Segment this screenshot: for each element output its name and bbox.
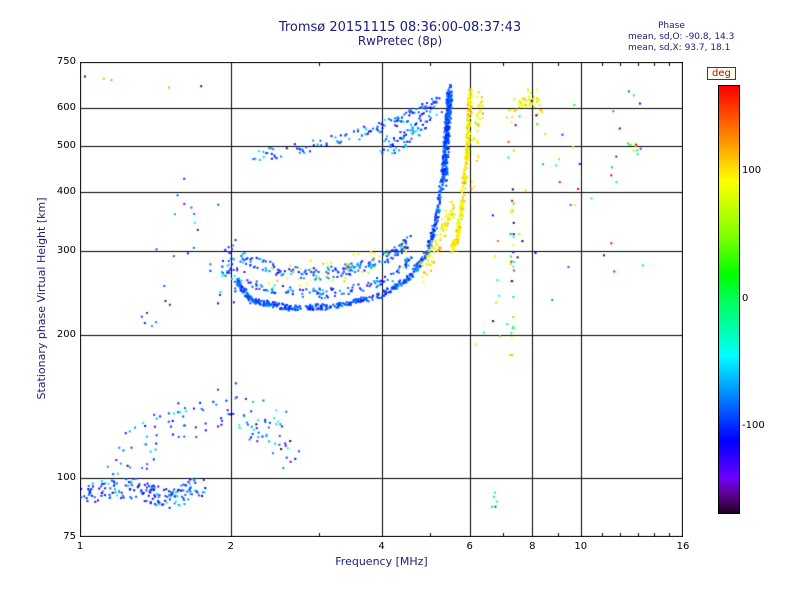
x-axis-label: Frequency [MHz] xyxy=(335,555,428,568)
y-tick-label: 750 xyxy=(56,56,76,67)
colorbar-tick-label: 0 xyxy=(742,292,749,304)
x-tick-label: 8 xyxy=(529,541,536,552)
x-tick-label: 16 xyxy=(676,541,690,552)
x-tick-label: 10 xyxy=(574,541,588,552)
y-tick-label: 400 xyxy=(56,185,76,197)
y-tick-label: 200 xyxy=(56,328,76,340)
x-tick-label: 2 xyxy=(227,541,234,552)
page-subtitle: RwPretec (8p) xyxy=(357,34,443,48)
colorbar-unit-label: deg xyxy=(707,67,736,80)
y-tick-label: 300 xyxy=(56,245,76,257)
y-tick-label: 75 xyxy=(63,531,76,542)
phase-stats-x-mode: mean, sd,X: 93.7, 18.1 xyxy=(628,43,731,53)
page-title: Tromsø 20151115 08:36:00-08:37:43 xyxy=(278,20,522,35)
y-tick-label: 600 xyxy=(56,102,76,114)
colorbar-canvas xyxy=(718,85,740,514)
phase-stats-header: Phase xyxy=(658,21,685,31)
phase-stats-o-mode: mean, sd,O: -90.8, 14.3 xyxy=(628,32,735,42)
y-axis-label: Stationary phase Virtual Height [km] xyxy=(35,197,48,400)
phase-stats-block: Phase mean, sd,O: -90.8, 14.3 mean, sd,X… xyxy=(628,21,758,54)
x-tick-label: 4 xyxy=(378,541,385,552)
x-tick-label: 1 xyxy=(76,541,84,552)
y-tick-label: 500 xyxy=(56,139,76,151)
y-tick-label: 100 xyxy=(56,471,76,483)
colorbar-tick-label: 100 xyxy=(742,165,762,177)
x-tick-label: 6 xyxy=(466,541,473,552)
colorbar-tick-label: -100 xyxy=(742,419,765,431)
ionogram-scatter-canvas xyxy=(80,62,683,537)
